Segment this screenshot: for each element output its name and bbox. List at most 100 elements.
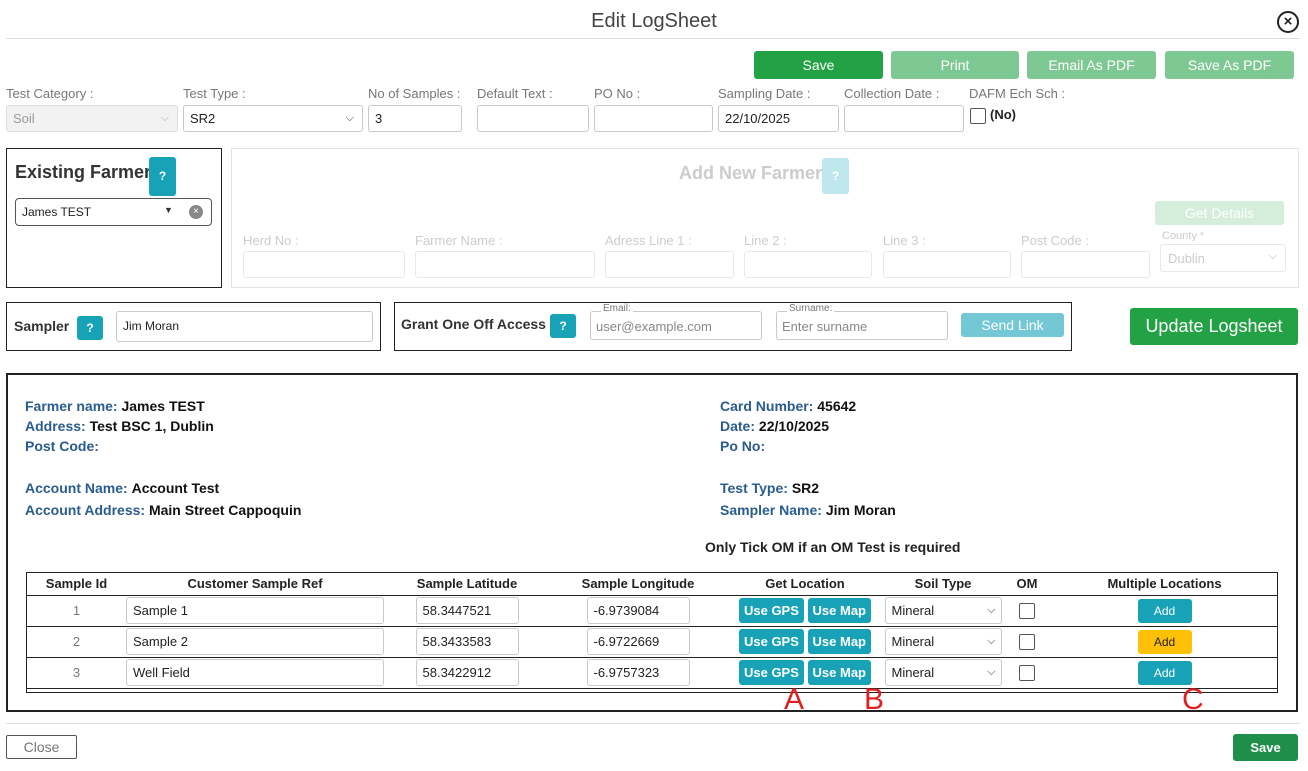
- use-map-button[interactable]: Use Map: [807, 598, 871, 623]
- om-checkbox[interactable]: [1019, 602, 1035, 619]
- date-value: 22/10/2025: [758, 418, 829, 434]
- close-modal-icon[interactable]: ×: [1277, 11, 1299, 33]
- sampling-date-label: Sampling Date :: [718, 86, 811, 101]
- use-gps-button[interactable]: Use GPS: [738, 598, 804, 623]
- longitude-input[interactable]: -6.9757323: [586, 659, 690, 686]
- sampler-help-button[interactable]: ?: [77, 316, 103, 340]
- default-text-input[interactable]: [477, 105, 589, 132]
- po-no-input[interactable]: [594, 105, 713, 132]
- address-value: Test BSC 1, Dublin: [89, 418, 214, 434]
- grant-email-label: Email:: [601, 303, 633, 315]
- soil-type-value: Mineral: [891, 634, 935, 649]
- use-gps-button[interactable]: Use GPS: [738, 629, 804, 654]
- longitude-input[interactable]: -6.9739084: [586, 597, 690, 624]
- line2-input[interactable]: [744, 251, 872, 278]
- dafm-label: DAFM Ech Sch :: [969, 86, 1066, 101]
- dafm-state: (No): [990, 107, 1016, 122]
- sampler-name-value: Jim Moran: [825, 502, 896, 518]
- use-gps-button[interactable]: Use GPS: [738, 660, 804, 685]
- grant-help-button[interactable]: ?: [550, 314, 576, 338]
- line3-input[interactable]: [883, 251, 1011, 278]
- sample-id: 3: [27, 657, 126, 689]
- existing-farmer-select[interactable]: James TEST ▼ ×: [15, 198, 212, 226]
- latitude-input[interactable]: 58.3433583: [415, 628, 519, 655]
- customer-ref-input[interactable]: Sample 1: [126, 597, 384, 624]
- update-logsheet-button[interactable]: Update Logsheet: [1130, 308, 1298, 345]
- address-key: Address:: [25, 418, 86, 434]
- add-location-button[interactable]: Add: [1137, 660, 1192, 685]
- card-info-block: Card Number: 45642 Date: 22/10/2025 Po N…: [720, 396, 856, 456]
- header-soil-type: Soil Type: [884, 573, 1002, 596]
- chevron-down-icon: ⌵: [987, 604, 996, 616]
- test-category-select[interactable]: Soil ⌵: [6, 105, 178, 132]
- sampling-date-input[interactable]: 22/10/2025: [718, 105, 839, 132]
- sampler-name-key: Sampler Name:: [720, 502, 822, 518]
- post-code-key: Post Code:: [25, 438, 99, 454]
- grant-access-label: Grant One Off Access: [401, 316, 546, 332]
- latitude-input[interactable]: 58.3422912: [415, 659, 519, 686]
- po-no-label: PO No :: [594, 86, 641, 101]
- existing-farmer-value: James TEST: [22, 205, 92, 219]
- soil-type-select[interactable]: Mineral ⌵: [884, 628, 1002, 655]
- footer-save-button[interactable]: Save: [1233, 734, 1298, 761]
- table-row: 3 Well Field 58.3422912 -6.9757323 Use G…: [27, 657, 1277, 689]
- om-checkbox[interactable]: [1019, 664, 1035, 681]
- samples-table: Sample Id Customer Sample Ref Sample Lat…: [27, 573, 1277, 689]
- close-button[interactable]: Close: [6, 735, 77, 759]
- header-latitude: Sample Latitude: [384, 573, 550, 596]
- grant-email-input[interactable]: Email: user@example.com: [590, 303, 762, 340]
- new-farmer-heading: Add New Farmer: [679, 163, 823, 183]
- no-samples-label: No of Samples :: [368, 86, 461, 101]
- om-note: Only Tick OM if an OM Test is required: [705, 539, 961, 555]
- test-type-label: Test Type :: [183, 86, 246, 101]
- dafm-checkbox[interactable]: [970, 108, 986, 124]
- test-type-select[interactable]: SR2 ⌵: [183, 105, 363, 132]
- get-details-button[interactable]: Get Details: [1155, 201, 1284, 225]
- customer-ref-input[interactable]: Sample 2: [126, 628, 384, 655]
- print-button[interactable]: Print: [891, 51, 1019, 79]
- header-longitude: Sample Longitude: [550, 573, 726, 596]
- no-samples-input[interactable]: 3: [368, 105, 462, 132]
- sample-id: 2: [27, 626, 126, 658]
- header-sample-id: Sample Id: [27, 573, 126, 596]
- add-location-button[interactable]: Add: [1137, 629, 1192, 654]
- save-button[interactable]: Save: [754, 51, 883, 79]
- annotation-a: A: [784, 683, 805, 716]
- default-text-label: Default Text :: [477, 86, 553, 101]
- existing-farmer-help-button[interactable]: ?: [149, 157, 176, 196]
- soil-type-value: Mineral: [891, 603, 935, 618]
- sampler-panel: [6, 302, 381, 351]
- soil-type-select[interactable]: Mineral ⌵: [884, 597, 1002, 624]
- longitude-input[interactable]: -6.9722669: [586, 628, 690, 655]
- use-map-button[interactable]: Use Map: [807, 629, 871, 654]
- county-select[interactable]: Dublin ⌵: [1160, 244, 1286, 272]
- collection-date-input[interactable]: [844, 105, 964, 132]
- send-link-button[interactable]: Send Link: [961, 313, 1064, 337]
- account-address-value: Main Street Cappoquin: [148, 502, 302, 518]
- email-pdf-button[interactable]: Email As PDF: [1027, 51, 1156, 79]
- add-location-button[interactable]: Add: [1137, 598, 1192, 623]
- om-checkbox[interactable]: [1019, 633, 1035, 650]
- post-code-input[interactable]: [1021, 251, 1150, 278]
- farmer-name-input[interactable]: [415, 251, 595, 278]
- chevron-down-icon: ⌵: [987, 635, 996, 647]
- latitude-input[interactable]: 58.3447521: [415, 597, 519, 624]
- soil-type-select[interactable]: Mineral ⌵: [884, 659, 1002, 686]
- caret-down-icon: ▼: [164, 205, 173, 215]
- new-farmer-panel: [231, 148, 1299, 288]
- grant-surname-input[interactable]: Surname: Enter surname: [776, 303, 948, 340]
- sampler-input[interactable]: Jim Moran: [116, 311, 373, 342]
- modal-title: Edit LogSheet: [591, 10, 717, 32]
- herd-no-input[interactable]: [243, 251, 405, 278]
- save-pdf-button[interactable]: Save As PDF: [1165, 51, 1294, 79]
- customer-ref-input[interactable]: Well Field: [126, 659, 384, 686]
- test-type-value: SR2: [190, 111, 216, 126]
- clear-icon[interactable]: ×: [189, 205, 203, 219]
- account-address-key: Account Address:: [25, 502, 146, 518]
- use-map-button[interactable]: Use Map: [807, 660, 871, 685]
- test-category-label: Test Category :: [6, 86, 94, 101]
- farmer-name-key: Farmer name:: [25, 398, 118, 414]
- address-line1-input[interactable]: [605, 251, 734, 278]
- account-name-value: Account Test: [131, 480, 220, 496]
- new-farmer-help-button[interactable]: ?: [822, 158, 849, 194]
